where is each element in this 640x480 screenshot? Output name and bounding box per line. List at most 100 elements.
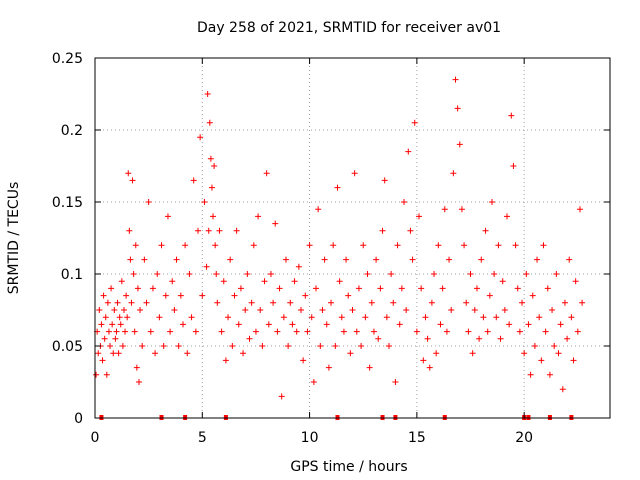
data-point: [225, 314, 232, 321]
data-point: [456, 141, 463, 148]
axis-ticks: 0 0.05 0.1 0.15 0.2 0.25 0 5 10 15 20: [52, 51, 610, 446]
x-tick-label: 15: [408, 430, 426, 446]
data-point: [328, 299, 335, 306]
data-point: [169, 278, 176, 285]
data-point: [471, 307, 478, 313]
data-point: [98, 321, 105, 328]
data-point: [167, 328, 174, 335]
data-point: [446, 256, 453, 263]
data-point: [529, 292, 536, 299]
data-point: [99, 357, 106, 364]
data-point: [100, 292, 107, 299]
chart-title: Day 258 of 2021, SRMTID for receiver av0…: [197, 20, 501, 36]
data-point: [488, 199, 495, 205]
data-point: [497, 335, 504, 342]
data-point: [377, 285, 384, 292]
data-point: [501, 307, 508, 313]
data-point: [131, 328, 138, 335]
data-point: [467, 271, 474, 277]
data-point: [428, 299, 435, 306]
data-point: [368, 299, 375, 306]
data-point: [197, 134, 204, 141]
data-point: [212, 242, 219, 249]
data-point: [416, 213, 423, 220]
data-point: [195, 227, 201, 234]
data-point: [229, 343, 236, 349]
data-point: [252, 328, 259, 335]
data-point: [134, 285, 141, 292]
data-point: [345, 292, 352, 299]
data-point: [184, 350, 191, 357]
data-point: [304, 328, 311, 335]
data-point: [538, 357, 545, 364]
data-point: [107, 343, 114, 349]
data-point: [152, 350, 159, 357]
data-point: [188, 314, 195, 321]
data-point: [310, 379, 317, 385]
data-point: [544, 285, 551, 292]
data-point: [133, 364, 140, 371]
data-point: [523, 271, 530, 277]
data-point: [381, 177, 388, 184]
data-point: [388, 271, 395, 277]
data-point: [186, 271, 193, 277]
data-point: [559, 386, 566, 393]
data-point: [525, 321, 532, 328]
data-point: [119, 343, 126, 349]
data-point: [259, 343, 266, 349]
data-point: [250, 242, 257, 249]
data-point: [96, 307, 103, 313]
data-point: [473, 285, 480, 292]
y-tick-label: 0.05: [52, 339, 83, 355]
data-point: [276, 285, 283, 292]
data-point: [362, 314, 369, 321]
data-point: [108, 285, 115, 292]
data-point: [261, 278, 268, 285]
data-point: [118, 278, 125, 285]
data-point: [418, 285, 425, 292]
data-point: [154, 271, 161, 277]
data-point: [282, 256, 289, 263]
data-point: [458, 206, 465, 213]
data-point: [576, 206, 583, 213]
data-point: [366, 364, 373, 371]
data-point: [343, 256, 350, 263]
data-point: [437, 321, 444, 328]
data-point: [452, 76, 459, 83]
data-point: [182, 242, 189, 249]
data-point: [401, 199, 407, 205]
data-point: [347, 350, 354, 357]
data-point: [480, 314, 487, 321]
data-point: [549, 307, 556, 313]
plot-border: [94, 57, 611, 419]
data-point: [540, 242, 547, 249]
data-point: [433, 350, 440, 357]
data-point: [295, 263, 302, 270]
data-point: [300, 357, 307, 364]
data-point: [116, 314, 123, 321]
data-point: [173, 256, 180, 263]
data-point: [420, 357, 427, 364]
data-point: [493, 314, 500, 321]
data-point: [353, 328, 360, 335]
data-point: [110, 350, 117, 357]
data-point: [122, 328, 129, 335]
data-point: [448, 307, 455, 313]
data-point: [379, 227, 386, 234]
data-point: [568, 314, 575, 321]
grid-lines: [95, 58, 610, 418]
data-point: [149, 285, 156, 292]
data-point: [336, 278, 343, 285]
data-point: [129, 177, 136, 184]
data-point: [390, 299, 397, 306]
data-point: [216, 227, 223, 234]
data-point: [315, 206, 322, 213]
data-point: [392, 379, 399, 385]
data-point: [349, 307, 356, 313]
data-point: [113, 328, 120, 335]
data-point: [267, 271, 274, 277]
data-point: [469, 350, 476, 357]
data-point: [257, 307, 264, 313]
data-point: [104, 299, 111, 306]
